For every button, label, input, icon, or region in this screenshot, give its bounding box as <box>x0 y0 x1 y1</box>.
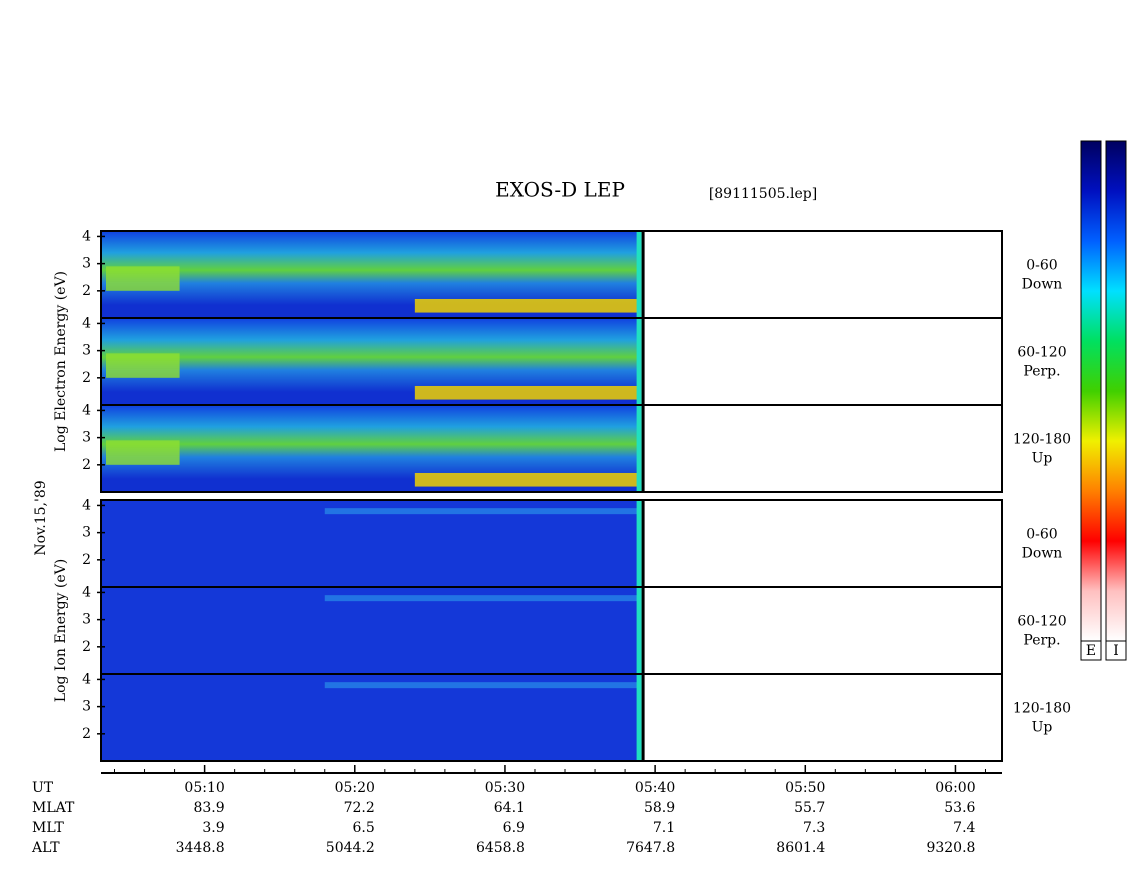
spectrogram <box>101 587 642 674</box>
spectrogram-band <box>324 682 642 689</box>
file-name: [89111505.lep] <box>709 186 817 202</box>
x-tick-label: 05:30 <box>485 780 525 796</box>
row-label: UT <box>32 780 54 796</box>
y-tick-label: 2 <box>82 639 91 655</box>
chart-title: EXOS-D LEP <box>495 178 625 202</box>
spectrogram-band <box>106 440 180 465</box>
x-tick-label: 05:40 <box>635 780 675 796</box>
ephemeris-value: 53.6 <box>944 800 975 816</box>
direction-label: Up <box>1032 451 1053 467</box>
y-tick-label: 3 <box>82 525 91 541</box>
spectrogram <box>101 500 642 587</box>
ephemeris-value: 9320.8 <box>926 840 975 856</box>
ephemeris-value: 83.9 <box>193 800 224 816</box>
spectrogram-band <box>106 353 180 378</box>
ephemeris-value: 3448.8 <box>176 840 225 856</box>
y-tick-label: 2 <box>82 552 91 568</box>
y-tick-label: 4 <box>82 671 91 687</box>
angle-label: 0-60 <box>1026 527 1057 543</box>
x-tick-label: 05:50 <box>785 780 825 796</box>
ephemeris-value: 6458.8 <box>476 840 525 856</box>
y-tick-label: 4 <box>82 584 91 600</box>
row-label: MLAT <box>32 800 75 816</box>
y-tick-label: 4 <box>82 315 91 331</box>
panel-frame <box>100 404 1003 493</box>
ephemeris-value: 6.5 <box>353 820 375 836</box>
x-tick-label: 05:20 <box>335 780 375 796</box>
colorbar-label-box <box>1080 640 1102 661</box>
colorbar <box>1080 140 1102 642</box>
direction-label: Down <box>1022 277 1063 293</box>
ephemeris-value: 5044.2 <box>326 840 375 856</box>
spectrogram-band <box>106 266 180 291</box>
ephemeris-value: 3.9 <box>202 820 224 836</box>
ephemeris-value: 7.1 <box>653 820 675 836</box>
angle-label: 120-180 <box>1013 701 1071 717</box>
spectrogram-band <box>414 472 642 487</box>
y-tick-label: 3 <box>82 612 91 628</box>
panel-frame <box>100 673 1003 762</box>
ephemeris-value: 6.9 <box>503 820 525 836</box>
y-tick-label: 4 <box>82 228 91 244</box>
y-axis-label: Log Ion Energy (eV) <box>53 559 69 702</box>
y-tick-label: 2 <box>82 370 91 386</box>
ephemeris-value: 72.2 <box>344 800 375 816</box>
date-label: Nov.15,'89 <box>33 480 49 555</box>
x-tick-label: 05:10 <box>184 780 224 796</box>
angle-label: 60-120 <box>1017 614 1066 630</box>
ephemeris-value: 7647.8 <box>626 840 675 856</box>
spectrogram <box>101 674 642 761</box>
spectrogram-band <box>324 595 642 602</box>
ephemeris-value: 7.4 <box>953 820 975 836</box>
y-tick-label: 3 <box>82 256 91 272</box>
direction-label: Perp. <box>1023 364 1060 380</box>
y-tick-label: 2 <box>82 457 91 473</box>
ephemeris-value: 55.7 <box>794 800 825 816</box>
data-edge <box>636 405 642 492</box>
colorbar-label: I <box>1113 643 1119 659</box>
y-tick-label: 2 <box>82 726 91 742</box>
data-edge <box>636 231 642 318</box>
direction-label: Down <box>1022 546 1063 562</box>
colorbar-label: E <box>1086 643 1096 659</box>
angle-label: 0-60 <box>1026 258 1057 274</box>
y-tick-label: 2 <box>82 283 91 299</box>
y-tick-label: 3 <box>82 699 91 715</box>
ephemeris-value: 7.3 <box>803 820 825 836</box>
y-tick-label: 3 <box>82 430 91 446</box>
data-edge <box>636 587 642 674</box>
y-tick-label: 4 <box>82 497 91 513</box>
ephemeris-value: 58.9 <box>644 800 675 816</box>
ephemeris-value: 8601.4 <box>776 840 825 856</box>
data-edge <box>636 674 642 761</box>
data-edge <box>636 318 642 405</box>
direction-label: Perp. <box>1023 633 1060 649</box>
y-axis-label: Log Electron Energy (eV) <box>53 271 69 452</box>
colorbar-label-box <box>1105 640 1127 661</box>
y-tick-label: 3 <box>82 343 91 359</box>
colorbar <box>1105 140 1127 642</box>
x-tick-label: 06:00 <box>935 780 975 796</box>
y-tick-label: 4 <box>82 402 91 418</box>
ephemeris-value: 64.1 <box>494 800 525 816</box>
data-edge <box>636 500 642 587</box>
spectrogram-band <box>414 385 642 400</box>
spectrogram-band <box>324 508 642 515</box>
angle-label: 60-120 <box>1017 345 1066 361</box>
direction-label: Up <box>1032 720 1053 736</box>
spectrogram-band <box>414 298 642 313</box>
row-label: MLT <box>32 820 64 836</box>
angle-label: 120-180 <box>1013 432 1071 448</box>
row-label: ALT <box>31 840 60 856</box>
